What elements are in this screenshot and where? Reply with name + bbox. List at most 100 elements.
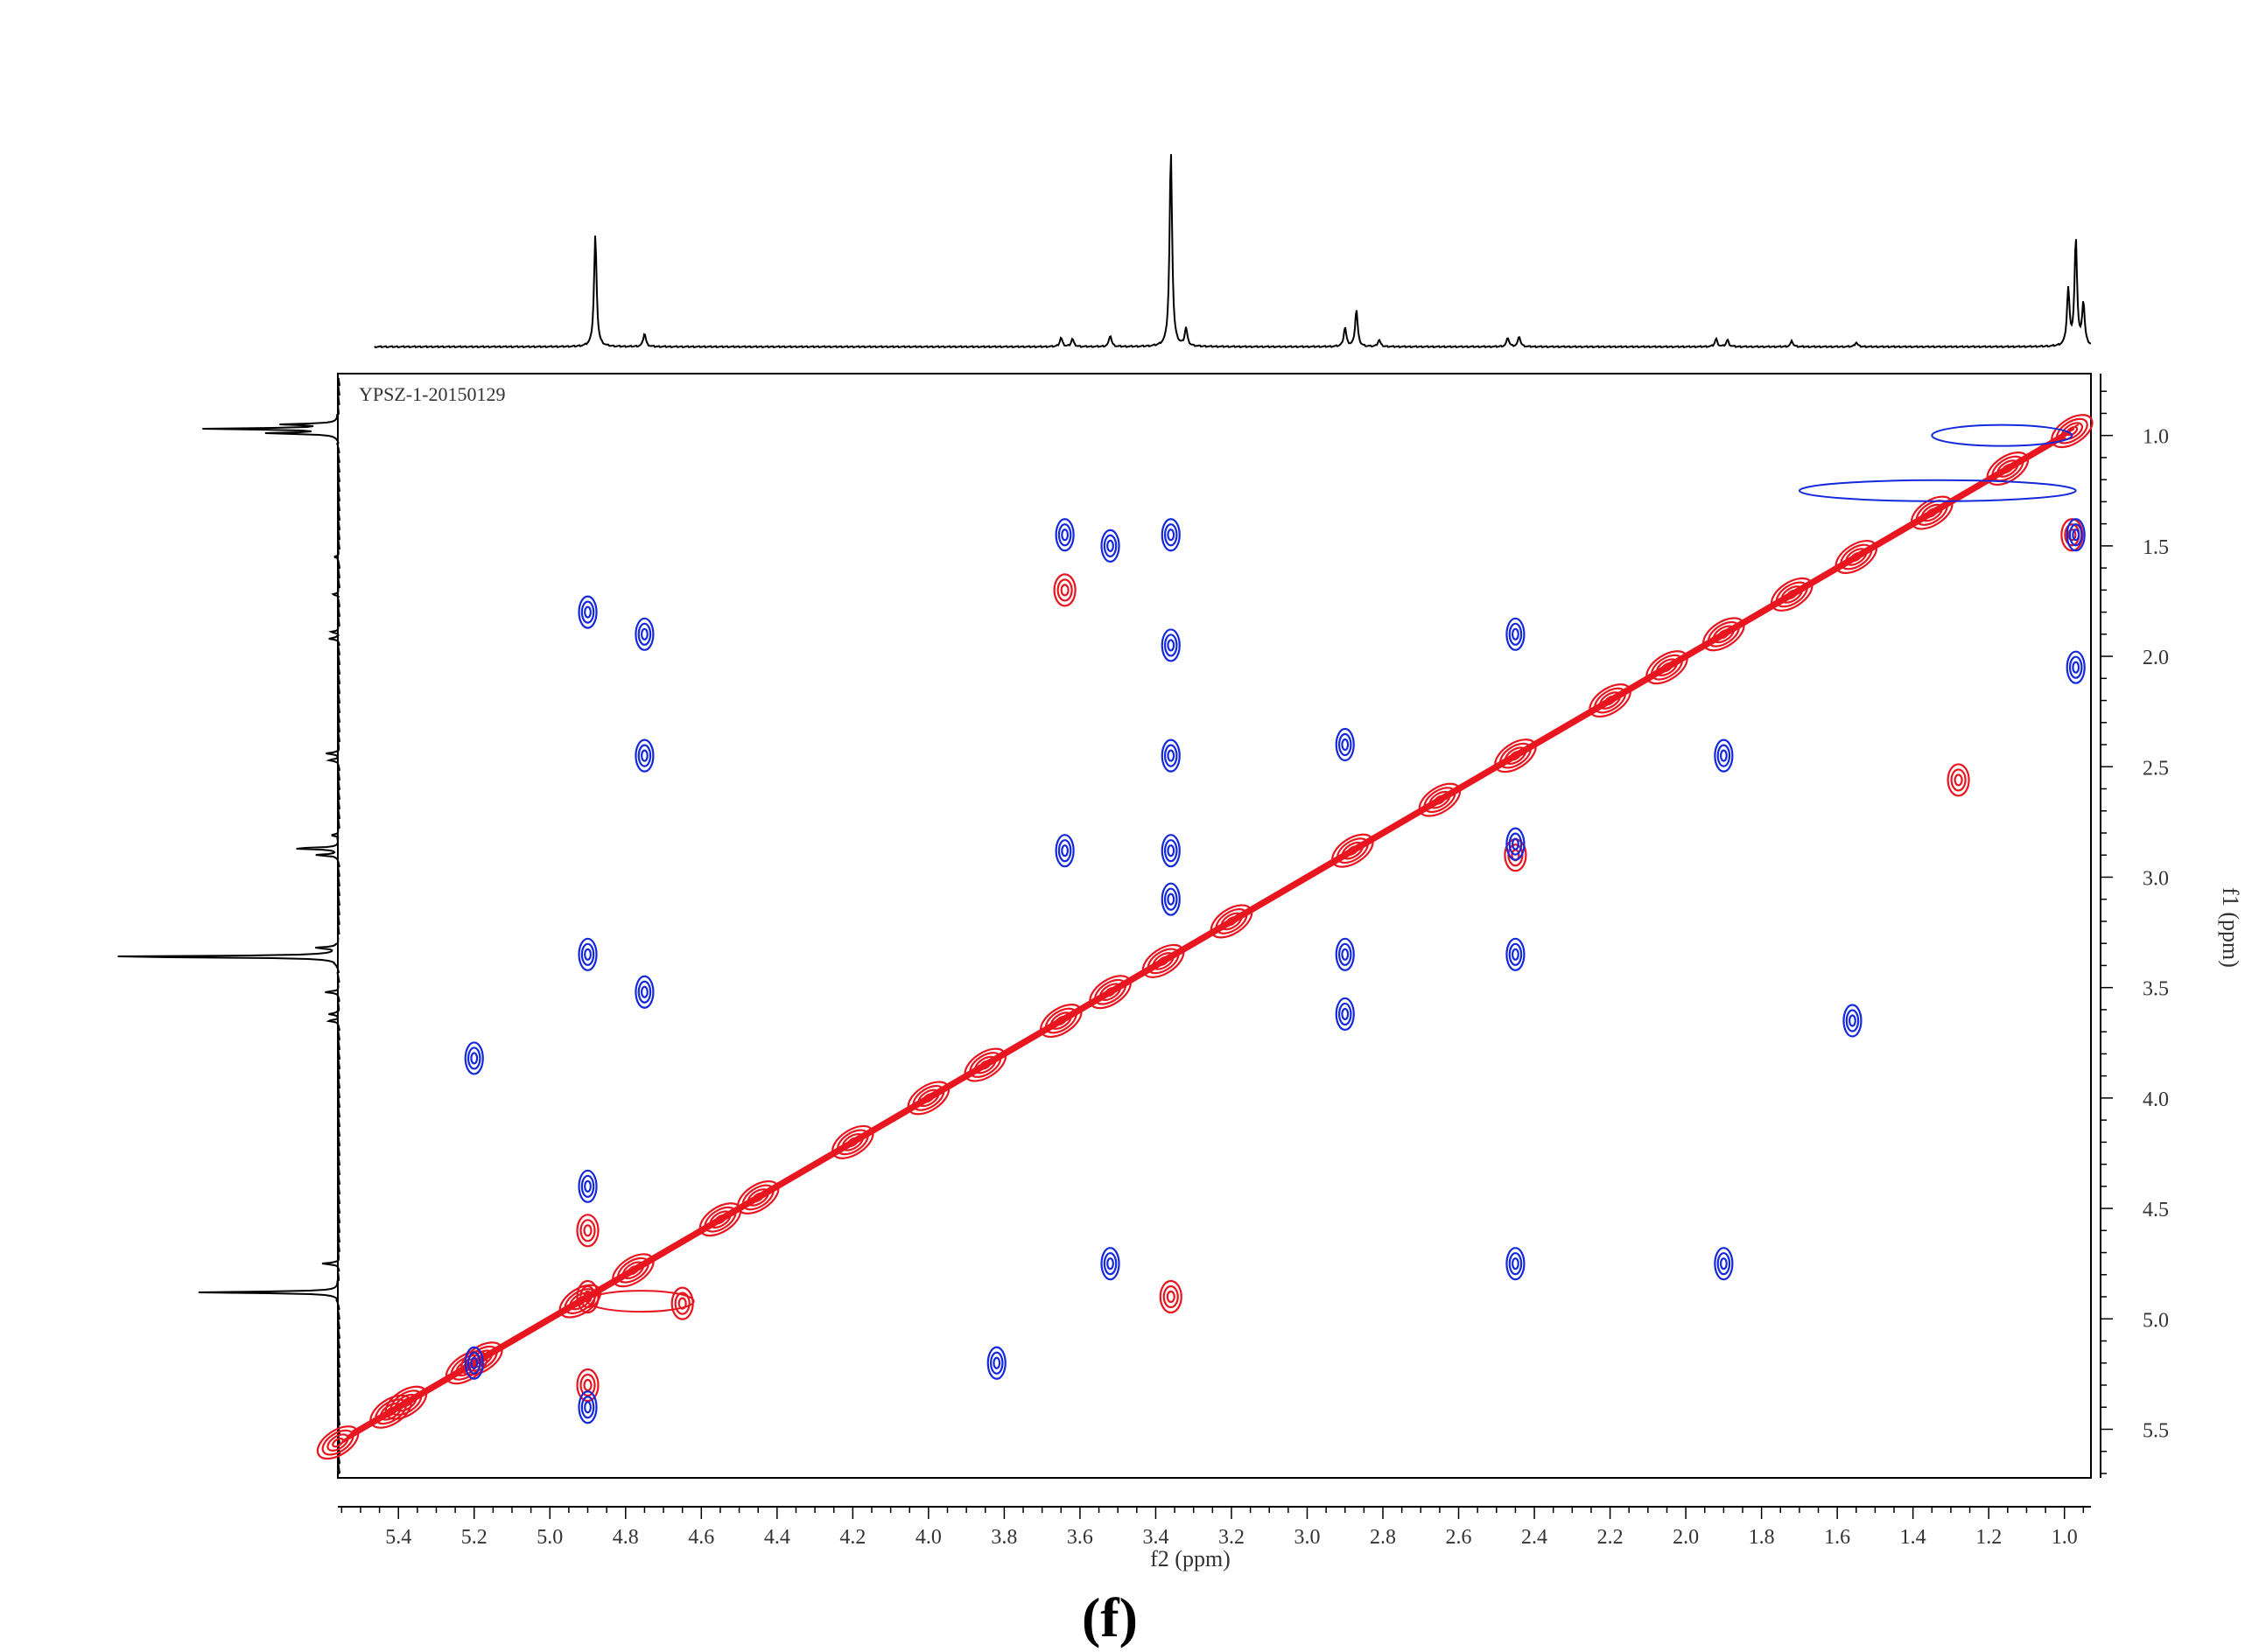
contour-level (1423, 787, 1456, 814)
negative-cross-peak (2066, 650, 2086, 684)
contour-level (1167, 844, 1175, 858)
negative-cross-peak (635, 738, 655, 773)
contour-level (1494, 738, 1537, 774)
contour-level (580, 942, 595, 966)
contour-level (640, 985, 649, 998)
contour-level (1163, 744, 1178, 767)
negative-cross-peak (578, 1390, 598, 1424)
contour-level (583, 1224, 593, 1237)
contour-level (1926, 508, 1939, 518)
x-tick-label: 3.2 (1218, 1526, 1245, 1549)
negative-cross-peak (578, 937, 598, 971)
contour-level (1505, 827, 1526, 861)
contour-level (576, 1368, 600, 1403)
contour-level (2060, 422, 2084, 440)
contour-level (1840, 543, 1873, 570)
negative-cross-peak (1100, 1247, 1120, 1281)
contour-level (1061, 528, 1070, 542)
positive-cross-peak (576, 1368, 600, 1403)
contour-level (1505, 937, 1526, 971)
contour-level (1103, 534, 1118, 557)
contour-level (1335, 937, 1355, 971)
x-tick-label: 4.0 (916, 1526, 942, 1549)
contour-level (1651, 654, 1683, 681)
contour-level (1060, 584, 1070, 597)
contour-level (1331, 833, 1374, 868)
contour-level (1589, 683, 1631, 718)
y-tick-label: 5.0 (2143, 1309, 2169, 1332)
negative-cross-peak (578, 1169, 598, 1203)
contour-level (737, 1180, 780, 1214)
contour-level (1719, 1257, 1728, 1270)
contour-level (1049, 1012, 1072, 1030)
contour-level (464, 1041, 484, 1075)
positive-cross-peak (1159, 1279, 1182, 1314)
x-tick-label: 3.4 (1142, 1526, 1168, 1549)
contour-level (583, 1378, 593, 1392)
contour-level (1163, 839, 1178, 863)
contour-level (1341, 841, 1365, 860)
contour-level (1157, 956, 1169, 967)
positive-cross-peak (576, 1279, 600, 1314)
negative-cross-peak (635, 617, 655, 651)
contour-level (1337, 942, 1352, 966)
diagonal-peak (1089, 975, 1132, 1010)
contour-level (578, 595, 598, 629)
spectrum-title: YPSZ-1-20150129 (359, 383, 505, 405)
contour-level (1702, 617, 1745, 652)
contour-level (1152, 952, 1175, 970)
x-tick-label: 3.0 (1294, 1526, 1320, 1549)
contour-level (1215, 908, 1248, 934)
contour-level (752, 1192, 765, 1203)
x-tick-label: 5.2 (461, 1526, 488, 1549)
contour-level (1055, 1015, 1068, 1026)
negative-cross-peak (578, 595, 598, 629)
contour-level (1100, 1247, 1120, 1281)
contour-level (841, 1133, 865, 1152)
x-tick-label: 2.0 (1673, 1526, 1699, 1549)
contour-level (470, 1052, 479, 1065)
positive-cross-peak (670, 1286, 694, 1320)
contour-level (578, 1169, 598, 1203)
contour-level (332, 1437, 344, 1448)
contour-level (1950, 768, 1967, 792)
contour-level (584, 948, 592, 961)
contour-level (1714, 1247, 1734, 1281)
diagonal-peak (1141, 943, 1185, 978)
contour-level (470, 1356, 479, 1369)
contour-level (580, 1396, 595, 1419)
negative-cross-peak (1505, 827, 1526, 861)
contour-level (580, 1174, 595, 1198)
contour-level (1166, 1290, 1175, 1304)
contour-level (1835, 539, 1877, 574)
contour-level (1056, 578, 1073, 602)
positive-cross-peak (1947, 763, 1970, 797)
contour-level (907, 1081, 951, 1116)
x-tick-label: 4.8 (613, 1526, 639, 1549)
contour-level (974, 1055, 997, 1074)
contour-level (2068, 655, 2083, 679)
contour-level (2001, 463, 2014, 474)
negative-cross-peak (2066, 518, 2086, 552)
contour-level (979, 1060, 992, 1070)
negative-cross-peak (1335, 937, 1355, 971)
contour-level (986, 1346, 1007, 1380)
x-tick-label: 1.8 (1749, 1526, 1775, 1549)
contour-level (1336, 837, 1369, 864)
contour-level (579, 1284, 596, 1309)
contour-level (1335, 997, 1355, 1032)
x-tick-label: 4.2 (839, 1526, 866, 1549)
contour-level (1335, 727, 1355, 762)
contour-level (1106, 539, 1114, 552)
contour-level (1100, 528, 1120, 563)
contour-level (1505, 1247, 1526, 1281)
contour-level (635, 975, 655, 1009)
negative-cross-peak (1055, 834, 1075, 868)
contour-level (1161, 738, 1181, 773)
y-tick-label: 3.5 (2143, 978, 2169, 1001)
diagonal-peak (1589, 683, 1631, 718)
contour-level (741, 1184, 775, 1211)
contour-level (579, 1219, 596, 1242)
contour-level (1159, 1279, 1182, 1314)
contour-level (1167, 892, 1175, 906)
